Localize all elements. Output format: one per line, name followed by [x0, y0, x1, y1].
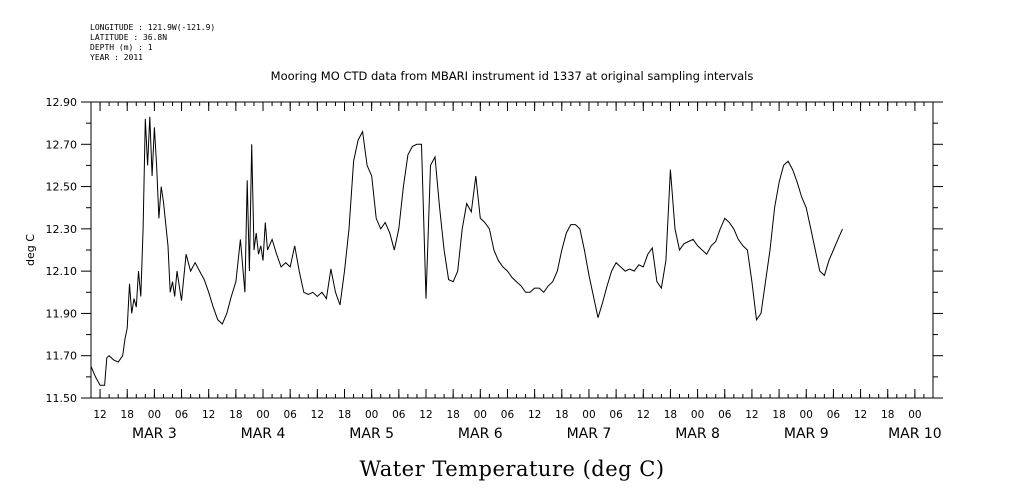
- metadata-block: LONGITUDE : 121.9W(-121.9) LATITUDE : 36…: [90, 23, 215, 62]
- x-hour-label: 00: [256, 409, 269, 421]
- y-axis: 11.50 11.70 11.90 12.10 12.30 12.50 12.70 12.90: [46, 96, 943, 405]
- x-day-label: MAR 7: [567, 426, 612, 442]
- x-hour-label: 12: [311, 409, 324, 421]
- depth-label: DEPTH (m) : 1: [90, 43, 153, 52]
- x-hour-label: 18: [772, 409, 785, 421]
- x-hour-label: 00: [365, 409, 378, 421]
- y-tick-label: 11.50: [46, 392, 78, 405]
- y-tick-label: 12.30: [46, 223, 78, 236]
- x-hour-label: 00: [908, 409, 921, 421]
- water-temperature-line: [90, 116, 843, 386]
- x-day-label: MAR 9: [784, 426, 829, 442]
- x-hour-label: 12: [637, 409, 650, 421]
- y-tick-label: 11.90: [46, 307, 78, 320]
- x-hour-label: 12: [419, 409, 432, 421]
- x-hour-label: 18: [338, 409, 351, 421]
- x-hour-label: 06: [609, 409, 623, 421]
- chart-title: Mooring MO CTD data from MBARI instrumen…: [271, 69, 754, 83]
- x-hour-label: 18: [446, 409, 459, 421]
- x-hour-label: 06: [827, 409, 841, 421]
- x-hour-label: 00: [474, 409, 487, 421]
- y-tick-label: 11.70: [46, 350, 78, 363]
- x-hour-label: 06: [175, 409, 189, 421]
- x-hour-label: 06: [718, 409, 732, 421]
- x-hour-label: 18: [121, 409, 134, 421]
- x-hour-label: 18: [229, 409, 242, 421]
- x-hour-label: 18: [555, 409, 568, 421]
- x-hour-label: 12: [745, 409, 758, 421]
- year-label: YEAR : 2011: [90, 53, 143, 62]
- x-hour-label: 12: [528, 409, 541, 421]
- x-hour-label: 12: [202, 409, 215, 421]
- x-hour-label: 18: [881, 409, 894, 421]
- latitude-label: LATITUDE : 36.8N: [90, 33, 167, 42]
- x-day-label: MAR 5: [349, 426, 394, 442]
- x-hour-label: 18: [664, 409, 677, 421]
- x-day-label: MAR 6: [458, 426, 503, 442]
- x-day-label: MAR 8: [675, 426, 720, 442]
- x-axis: 12 18 00 06 12 18 00 06 12 18 00 06 12 18 00 06 12 18 00 06…: [90, 102, 942, 442]
- x-hour-label: 00: [582, 409, 595, 421]
- x-hour-label: 06: [501, 409, 515, 421]
- x-hour-label: 12: [854, 409, 867, 421]
- x-hour-label: 00: [691, 409, 704, 421]
- y-tick-label: 12.70: [46, 138, 78, 151]
- x-hour-label: 00: [148, 409, 161, 421]
- x-hour-label: 12: [93, 409, 106, 421]
- y-tick-label: 12.90: [46, 96, 78, 109]
- x-day-label: MAR 10: [888, 426, 942, 442]
- x-hour-label: 00: [800, 409, 813, 421]
- x-hour-label: 06: [283, 409, 297, 421]
- x-hour-label: 06: [392, 409, 406, 421]
- y-tick-label: 12.50: [46, 181, 78, 194]
- x-axis-label: Water Temperature (deg C): [359, 457, 664, 481]
- y-axis-label: deg C: [24, 234, 37, 266]
- plot-frame: [90, 101, 934, 399]
- x-day-label: MAR 3: [132, 426, 177, 442]
- x-day-label: MAR 4: [241, 426, 286, 442]
- y-tick-label: 12.10: [46, 265, 78, 278]
- longitude-label: LONGITUDE : 121.9W(-121.9): [90, 23, 215, 32]
